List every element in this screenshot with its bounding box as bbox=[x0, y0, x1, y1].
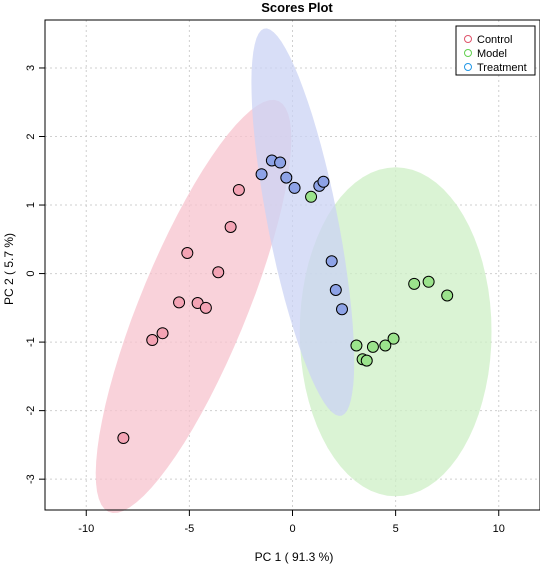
x-tick-label: -10 bbox=[78, 523, 94, 535]
data-point-model bbox=[441, 289, 454, 302]
legend-marker-treatment bbox=[464, 63, 472, 71]
data-point-control bbox=[212, 266, 225, 279]
legend: Control Model Treatment bbox=[455, 25, 536, 76]
y-tick-label: -3 bbox=[25, 474, 37, 484]
x-axis: -10 -5 0 5 10 bbox=[78, 510, 505, 535]
data-point-model bbox=[387, 332, 400, 345]
data-point-treatment bbox=[336, 303, 348, 316]
data-point-model bbox=[422, 275, 435, 288]
legend-label-control: Control bbox=[477, 34, 512, 46]
data-point-model bbox=[366, 340, 379, 353]
data-point-control bbox=[232, 183, 245, 196]
confidence-ellipse-treatment bbox=[251, 28, 355, 416]
ellipse-layer bbox=[95, 28, 492, 514]
legend-box bbox=[455, 25, 536, 76]
legend-label-model: Model bbox=[477, 48, 507, 60]
data-point-treatment bbox=[255, 168, 268, 181]
data-point-control bbox=[117, 432, 130, 445]
data-point-model bbox=[408, 277, 421, 290]
data-point-treatment bbox=[274, 156, 287, 169]
legend-marker-control bbox=[464, 35, 472, 43]
y-tick-label: 2 bbox=[25, 133, 37, 139]
x-axis-label: PC 1 ( 91.3 %) bbox=[255, 550, 334, 564]
data-point-control bbox=[146, 334, 159, 347]
x-tick-label: 10 bbox=[493, 523, 505, 535]
point-layer bbox=[117, 154, 454, 445]
data-point-treatment bbox=[288, 181, 301, 194]
y-axis: -3 -2 -1 0 1 2 3 bbox=[25, 65, 45, 484]
data-point-control bbox=[173, 296, 186, 309]
y-axis-label: PC 2 ( 5.7 %) bbox=[2, 233, 16, 305]
y-tick-label: 1 bbox=[25, 202, 37, 208]
data-point-control bbox=[199, 301, 212, 314]
legend-marker-model bbox=[464, 49, 472, 57]
data-point-model bbox=[350, 339, 363, 352]
x-tick-label: 5 bbox=[393, 523, 399, 535]
legend-label-treatment: Treatment bbox=[477, 62, 527, 74]
y-tick-label: 3 bbox=[25, 65, 37, 71]
confidence-ellipse-model bbox=[299, 167, 492, 497]
data-point-model bbox=[379, 339, 392, 352]
data-point-model bbox=[305, 190, 318, 203]
x-tick-label: -5 bbox=[184, 523, 194, 535]
data-point-control bbox=[156, 327, 169, 340]
data-point-treatment bbox=[325, 255, 338, 268]
data-point-treatment bbox=[280, 171, 293, 184]
chart-title: Scores Plot bbox=[261, 0, 333, 15]
y-tick-label: -1 bbox=[25, 337, 37, 347]
data-point-control bbox=[224, 220, 237, 233]
data-point-treatment bbox=[317, 175, 330, 188]
y-tick-label: -2 bbox=[25, 406, 37, 416]
y-tick-label: 0 bbox=[25, 271, 37, 277]
x-tick-label: 0 bbox=[289, 523, 295, 535]
data-point-treatment bbox=[329, 284, 342, 297]
data-point-control bbox=[181, 247, 194, 260]
data-point-model bbox=[360, 354, 373, 367]
